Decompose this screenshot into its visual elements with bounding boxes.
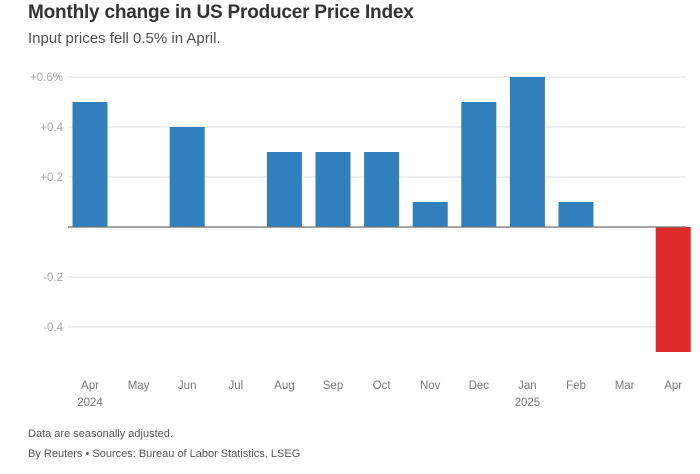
x-tick-label: Feb [566,380,586,392]
x-tick-label: Jun [178,380,197,392]
bar [315,152,351,227]
bar [169,127,205,227]
bar [461,102,497,227]
bar [266,152,302,227]
bar [558,202,594,227]
x-tick-label: Jul [228,380,243,392]
x-tick-label: Apr [664,380,682,392]
x-tick-label: Apr [81,380,99,392]
y-tick-label: +0.2 [40,172,63,184]
footnote: Data are seasonally adjusted. [28,428,173,440]
chart-title: Monthly change in US Producer Price Inde… [28,2,414,23]
y-tick-label: -0.4 [43,322,63,334]
x-tick-label: Nov [420,380,441,392]
x-tick-label: May [128,380,150,392]
x-tick-label: Jan [518,380,537,392]
x-tick-label: Mar [615,380,635,392]
bar [412,202,448,227]
bars [72,77,691,352]
chart-subtitle: Input prices fell 0.5% in April. [28,30,221,47]
bar [364,152,400,227]
x-tick-label: Dec [469,380,490,392]
y-axis-ticks: +0.6% +0.4 +0.2 -0.2 -0.4 [30,72,64,334]
x-axis-ticks: Apr 2024 May Jun Jul Aug Sep Oct Nov Dec Jan 2025 Fe… [77,380,682,409]
y-tick-label: +0.4 [40,122,63,134]
y-tick-label: +0.6% [30,72,63,84]
x-tick-year-label: 2025 [515,397,541,409]
x-tick-year-label: 2024 [77,397,103,409]
y-tick-label: -0.2 [43,272,63,284]
x-tick-label: Oct [373,380,392,392]
bar [509,77,545,227]
x-tick-label: Aug [274,380,294,392]
bar [655,227,691,352]
bar [72,102,108,227]
source-credit: By Reuters • Sources: Bureau of Labor St… [28,448,301,460]
x-tick-label: Sep [323,380,343,392]
